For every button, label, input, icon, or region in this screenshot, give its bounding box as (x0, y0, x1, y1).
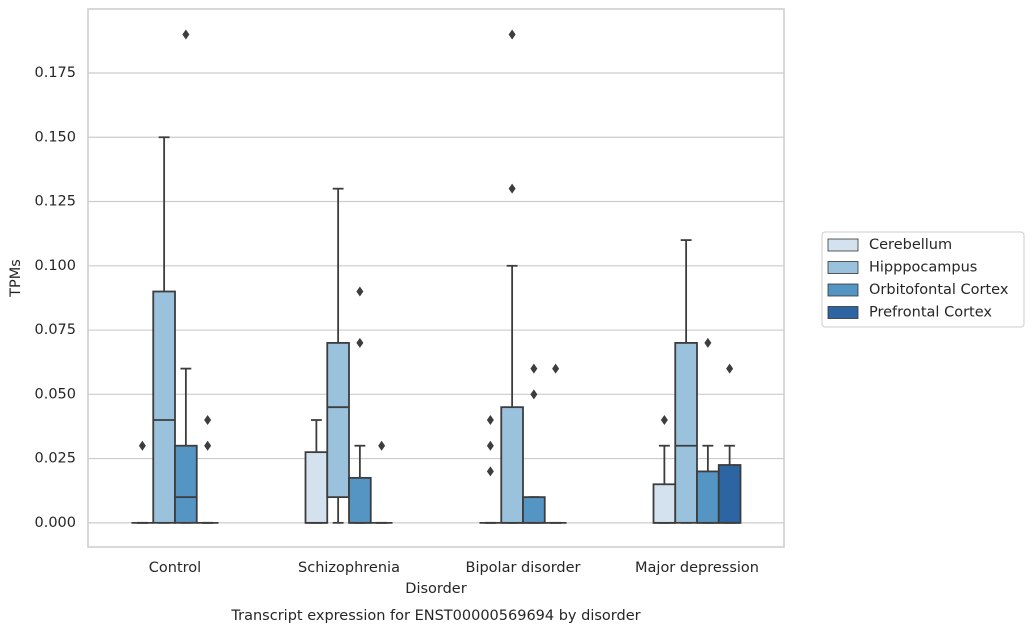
box (326, 342, 350, 499)
box (304, 451, 329, 524)
outlier (204, 440, 212, 451)
y-tick-label: 0.100 (34, 258, 76, 274)
legend-swatch (827, 283, 859, 297)
outlier (486, 415, 494, 426)
box (717, 464, 742, 524)
outlier (486, 466, 494, 477)
outlier (508, 183, 516, 194)
legend-label: Prefrontal Cortex (869, 305, 992, 321)
outlier (356, 286, 364, 297)
y-tick-label: 0.150 (34, 129, 76, 145)
x-tick-label: Bipolar disorder (466, 560, 581, 576)
box (674, 342, 698, 524)
outlier (530, 363, 538, 374)
y-tick-label: 0.175 (34, 65, 76, 81)
legend-label: Cerebellum (869, 237, 952, 253)
outlier (204, 415, 212, 426)
y-tick-label: 0.000 (34, 515, 76, 531)
outlier (356, 337, 364, 348)
chart-title: Transcript expression for ENST0000056969… (230, 608, 640, 624)
y-axis-label: TPMs (8, 259, 24, 298)
outlier (138, 440, 146, 451)
legend-label: Hipppocampus (869, 260, 977, 276)
outlier (704, 337, 712, 348)
x-tick-label: Schizophrenia (298, 560, 400, 576)
legend-box (821, 231, 1025, 328)
box (696, 470, 720, 524)
plot-frame (87, 8, 785, 548)
outlier (552, 363, 560, 374)
outlier (726, 363, 734, 374)
outlier (530, 389, 538, 400)
box (652, 483, 677, 524)
x-axis-label: Disorder (405, 581, 466, 597)
outlier (486, 440, 494, 451)
y-tick-label: 0.125 (34, 194, 76, 210)
box (152, 290, 176, 524)
legend-swatch (827, 261, 859, 274)
legend-label: Orbitofontal Cortex (869, 282, 1009, 298)
legend-swatch (827, 238, 859, 252)
box (522, 496, 546, 524)
y-tick-label: 0.050 (34, 386, 76, 402)
x-tick-label: Control (149, 560, 201, 576)
box (500, 406, 524, 524)
y-tick-label: 0.075 (34, 322, 76, 338)
box (348, 476, 372, 524)
outlier (378, 440, 386, 451)
outlier (660, 415, 668, 426)
y-tick-label: 0.025 (34, 451, 76, 467)
outlier (182, 29, 190, 40)
x-tick-label: Major depression (635, 560, 759, 576)
outlier (508, 29, 516, 40)
box (174, 444, 198, 524)
legend-swatch (827, 306, 859, 319)
